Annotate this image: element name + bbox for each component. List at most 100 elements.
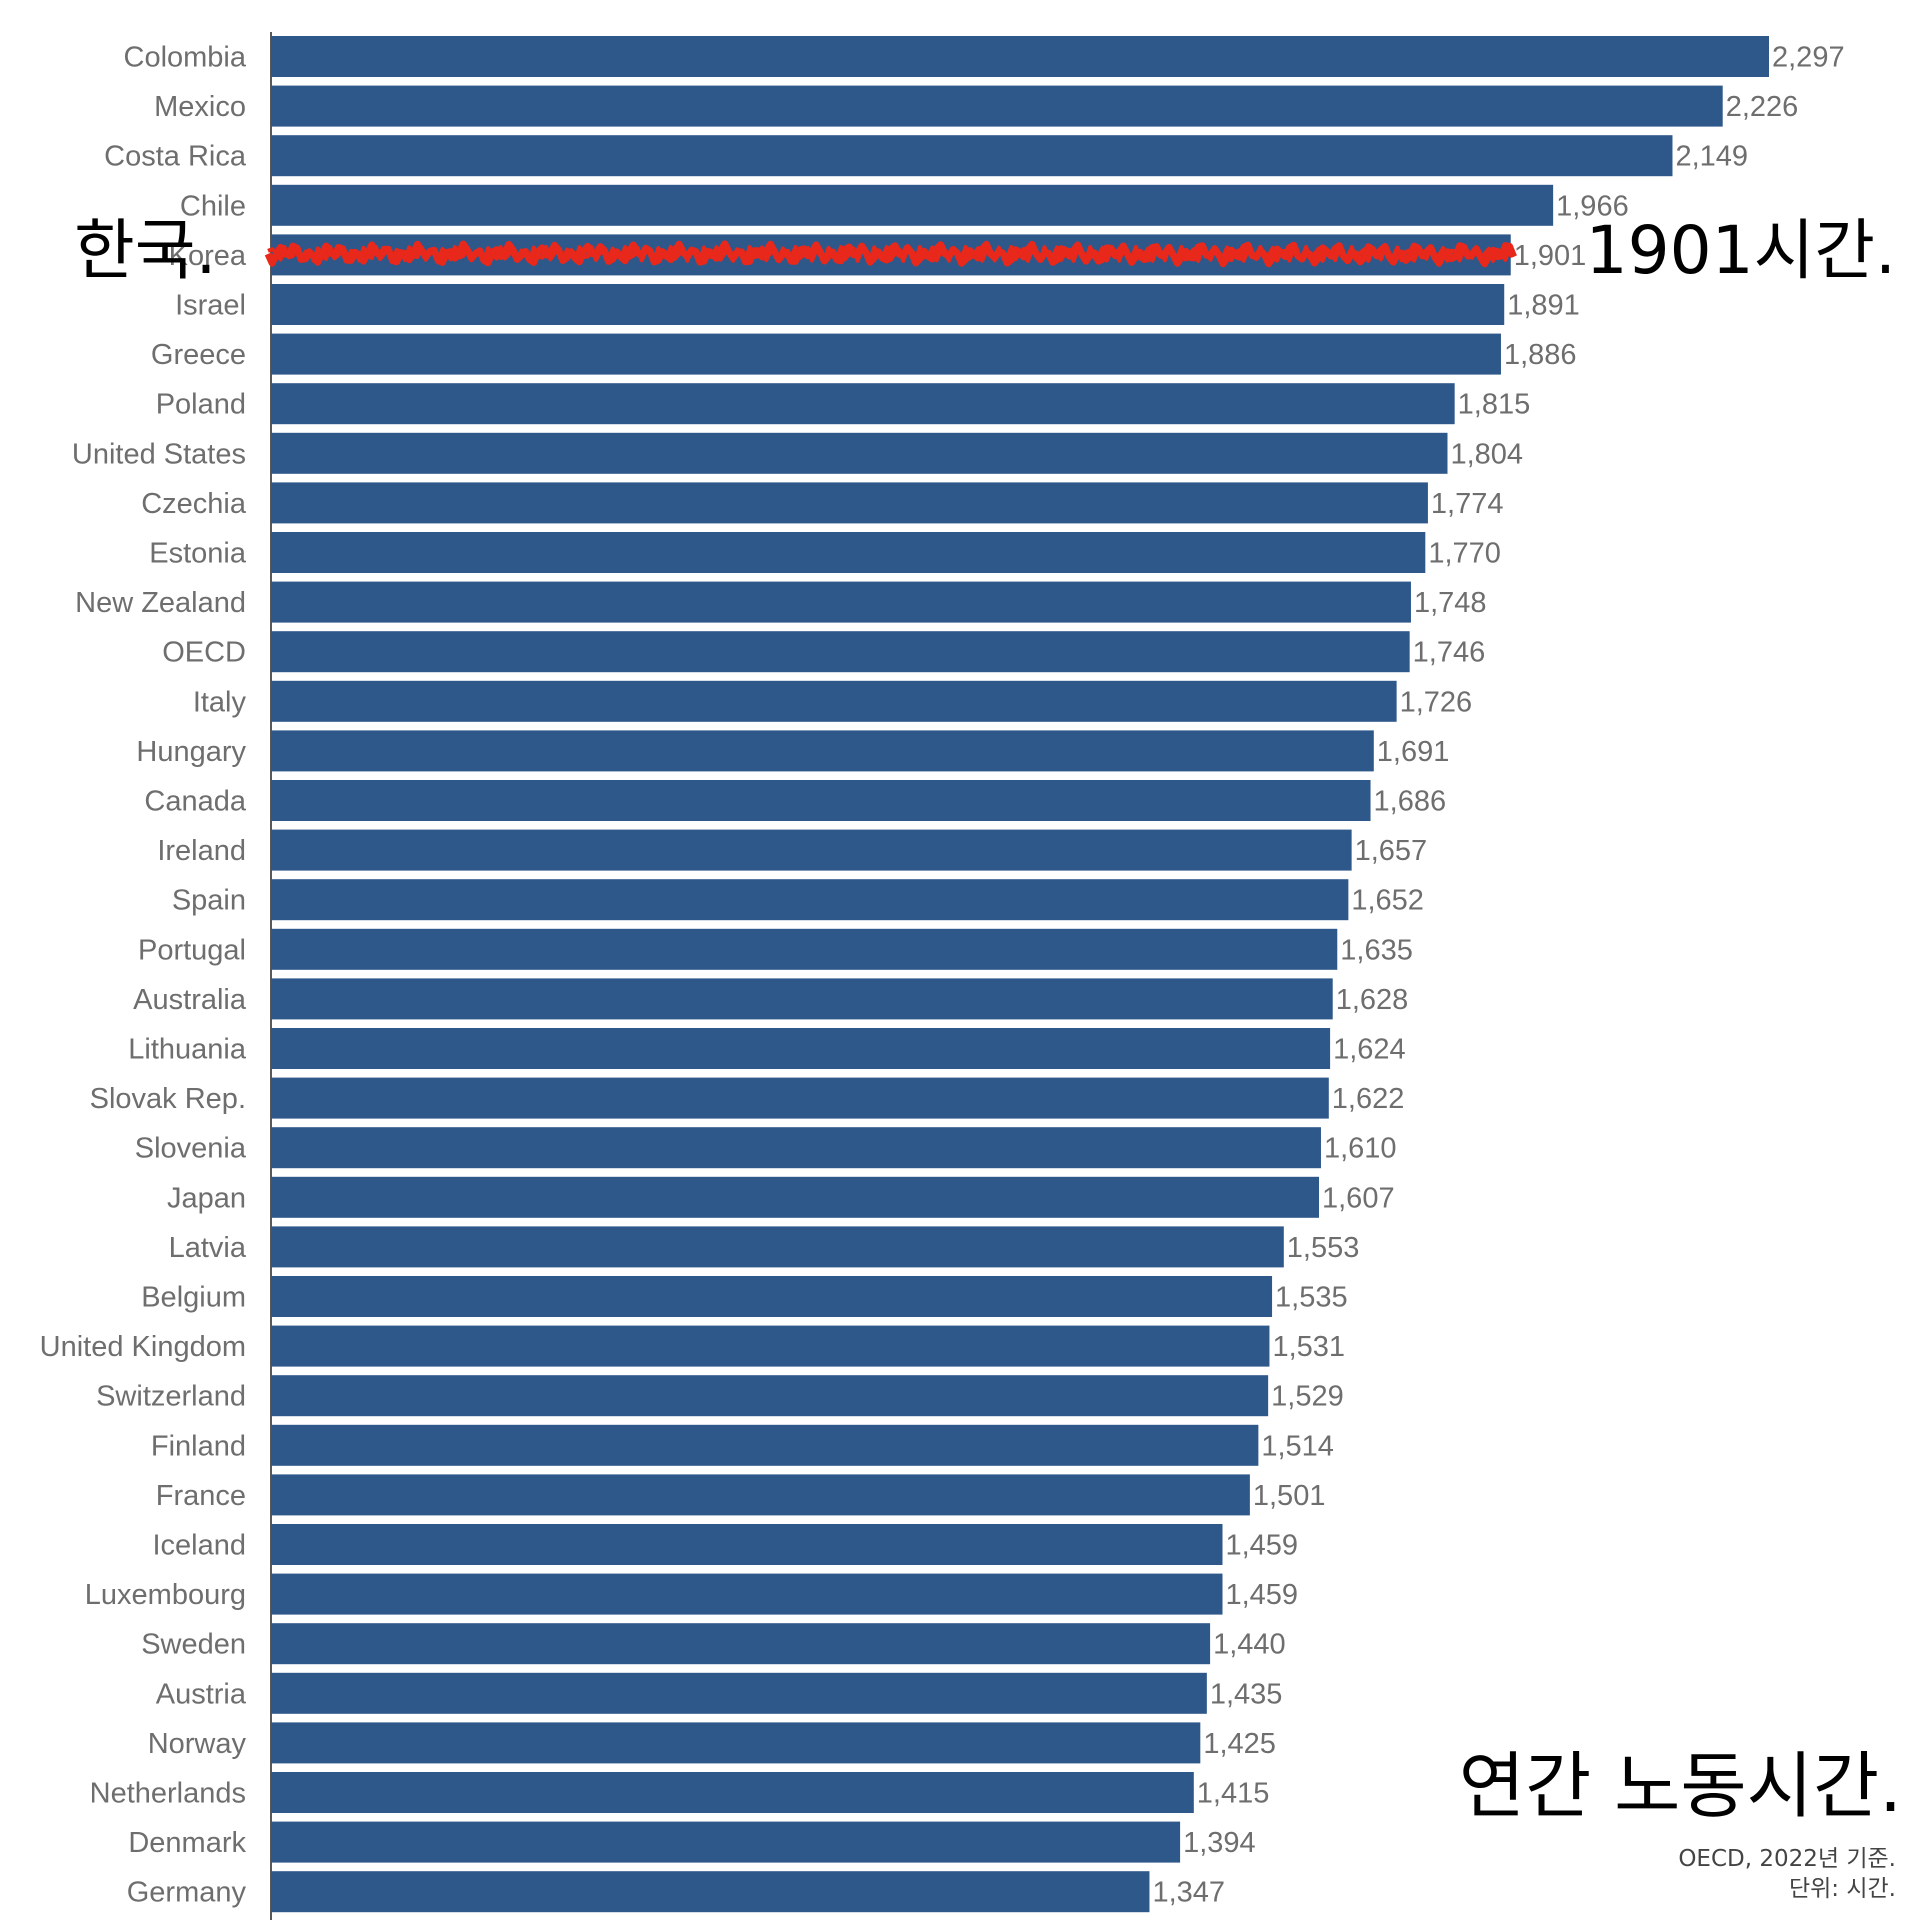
bar-oecd	[271, 631, 1410, 673]
bar-finland	[271, 1424, 1259, 1466]
category-label-hungary: Hungary	[136, 736, 246, 768]
category-label-poland: Poland	[156, 389, 246, 421]
bar-iceland	[271, 1524, 1223, 1565]
category-label-spain: Spain	[172, 885, 246, 917]
category-label-slovenia: Slovenia	[135, 1133, 247, 1165]
value-label-slovak-rep: 1,622	[1332, 1083, 1405, 1115]
category-label-greece: Greece	[151, 339, 246, 371]
bar-france	[271, 1474, 1250, 1516]
source-note: OECD, 2022년 기준.	[1678, 1846, 1896, 1872]
category-label-denmark: Denmark	[128, 1827, 246, 1859]
category-label-israel: Israel	[175, 290, 246, 322]
value-label-poland: 1,815	[1458, 389, 1531, 421]
value-label-netherlands: 1,415	[1197, 1778, 1270, 1810]
bar-austria	[271, 1672, 1207, 1714]
category-label-ireland: Ireland	[157, 835, 246, 867]
category-label-costa-rica: Costa Rica	[104, 141, 247, 173]
value-label-czechia: 1,774	[1431, 488, 1504, 520]
bar-slovenia	[271, 1127, 1321, 1169]
bar-hungary	[271, 730, 1374, 772]
category-label-latvia: Latvia	[169, 1232, 247, 1264]
value-label-united-states: 1,804	[1450, 438, 1523, 470]
value-label-korea: 1,901	[1514, 240, 1587, 272]
category-label-korea: Korea	[169, 240, 247, 272]
value-label-chile: 1,966	[1556, 190, 1629, 222]
bar-colombia	[271, 36, 1769, 77]
category-label-oecd: OECD	[162, 637, 246, 669]
value-label-latvia: 1,553	[1287, 1232, 1360, 1264]
value-label-new-zealand: 1,748	[1414, 587, 1487, 619]
value-label-france: 1,501	[1253, 1480, 1326, 1512]
value-label-ireland: 1,657	[1355, 835, 1428, 867]
bar-mexico	[271, 85, 1723, 127]
category-label-sweden: Sweden	[141, 1629, 246, 1661]
bar-germany	[271, 1871, 1150, 1913]
value-label-spain: 1,652	[1351, 885, 1424, 917]
category-label-belgium: Belgium	[141, 1282, 246, 1314]
category-label-czechia: Czechia	[141, 488, 247, 520]
bar-norway	[271, 1722, 1201, 1764]
value-label-luxembourg: 1,459	[1225, 1579, 1298, 1611]
category-label-canada: Canada	[144, 786, 246, 818]
bar-greece	[271, 333, 1501, 375]
value-label-estonia: 1,770	[1428, 538, 1501, 570]
value-label-colombia: 2,297	[1772, 42, 1845, 74]
bar-japan	[271, 1176, 1320, 1218]
korea-annotation: 한국.	[74, 212, 217, 289]
bar-united-kingdom	[271, 1325, 1270, 1367]
value-label-switzerland: 1,529	[1271, 1381, 1344, 1413]
value-label-italy: 1,726	[1400, 686, 1473, 718]
category-label-finland: Finland	[151, 1430, 246, 1462]
bar-latvia	[271, 1226, 1284, 1268]
category-label-switzerland: Switzerland	[96, 1381, 246, 1413]
category-label-portugal: Portugal	[138, 934, 246, 966]
category-label-luxembourg: Luxembourg	[85, 1579, 246, 1611]
category-label-germany: Germany	[127, 1877, 247, 1909]
category-labels-group: Colombia Mexico Costa Rica Chile Korea Israel…	[40, 42, 247, 1909]
value-label-israel: 1,891	[1507, 290, 1580, 322]
category-label-netherlands: Netherlands	[90, 1778, 246, 1810]
bar-italy	[271, 680, 1397, 722]
bar-belgium	[271, 1276, 1273, 1317]
korea-hours-annotation: 1901시간.	[1585, 212, 1896, 289]
unit-note: 단위: 시간.	[1788, 1876, 1896, 1902]
bar-australia	[271, 978, 1333, 1020]
category-label-united-kingdom: United Kingdom	[40, 1331, 246, 1363]
category-label-lithuania: Lithuania	[128, 1034, 247, 1066]
value-label-australia: 1,628	[1336, 984, 1409, 1016]
category-label-norway: Norway	[148, 1728, 247, 1760]
value-label-mexico: 2,226	[1726, 91, 1799, 123]
bar-costa-rica	[271, 135, 1673, 177]
value-label-portugal: 1,635	[1340, 934, 1413, 966]
category-label-mexico: Mexico	[154, 91, 246, 123]
bar-lithuania	[271, 1028, 1331, 1069]
highlight-scribble-stroke-2	[267, 244, 1516, 263]
category-label-italy: Italy	[193, 686, 247, 718]
value-label-costa-rica: 2,149	[1675, 141, 1748, 173]
category-label-new-zealand: New Zealand	[75, 587, 246, 619]
bar-new-zealand	[271, 581, 1411, 623]
value-label-germany: 1,347	[1152, 1877, 1225, 1909]
value-label-sweden: 1,440	[1213, 1629, 1286, 1661]
value-label-canada: 1,686	[1374, 786, 1447, 818]
category-label-iceland: Iceland	[152, 1530, 246, 1562]
bar-denmark	[271, 1821, 1181, 1863]
value-label-oecd: 1,746	[1413, 637, 1486, 669]
value-labels-group: 2,297 2,226 2,149 1,966 1,901 1,891 1,886 1,815…	[1152, 42, 1844, 1909]
bar-spain	[271, 879, 1349, 921]
category-label-chile: Chile	[180, 190, 246, 222]
bar-chile	[271, 184, 1554, 226]
category-label-estonia: Estonia	[149, 538, 247, 570]
value-label-belgium: 1,535	[1275, 1282, 1348, 1314]
value-label-austria: 1,435	[1210, 1678, 1283, 1710]
bar-united-states	[271, 432, 1448, 474]
value-label-slovenia: 1,610	[1324, 1133, 1397, 1165]
bar-poland	[271, 383, 1455, 425]
value-label-norway: 1,425	[1203, 1728, 1276, 1760]
bar-slovak-rep	[271, 1077, 1329, 1119]
category-label-austria: Austria	[156, 1678, 247, 1710]
category-label-australia: Australia	[133, 984, 247, 1016]
value-label-denmark: 1,394	[1183, 1827, 1256, 1859]
bar-luxembourg	[271, 1573, 1223, 1615]
